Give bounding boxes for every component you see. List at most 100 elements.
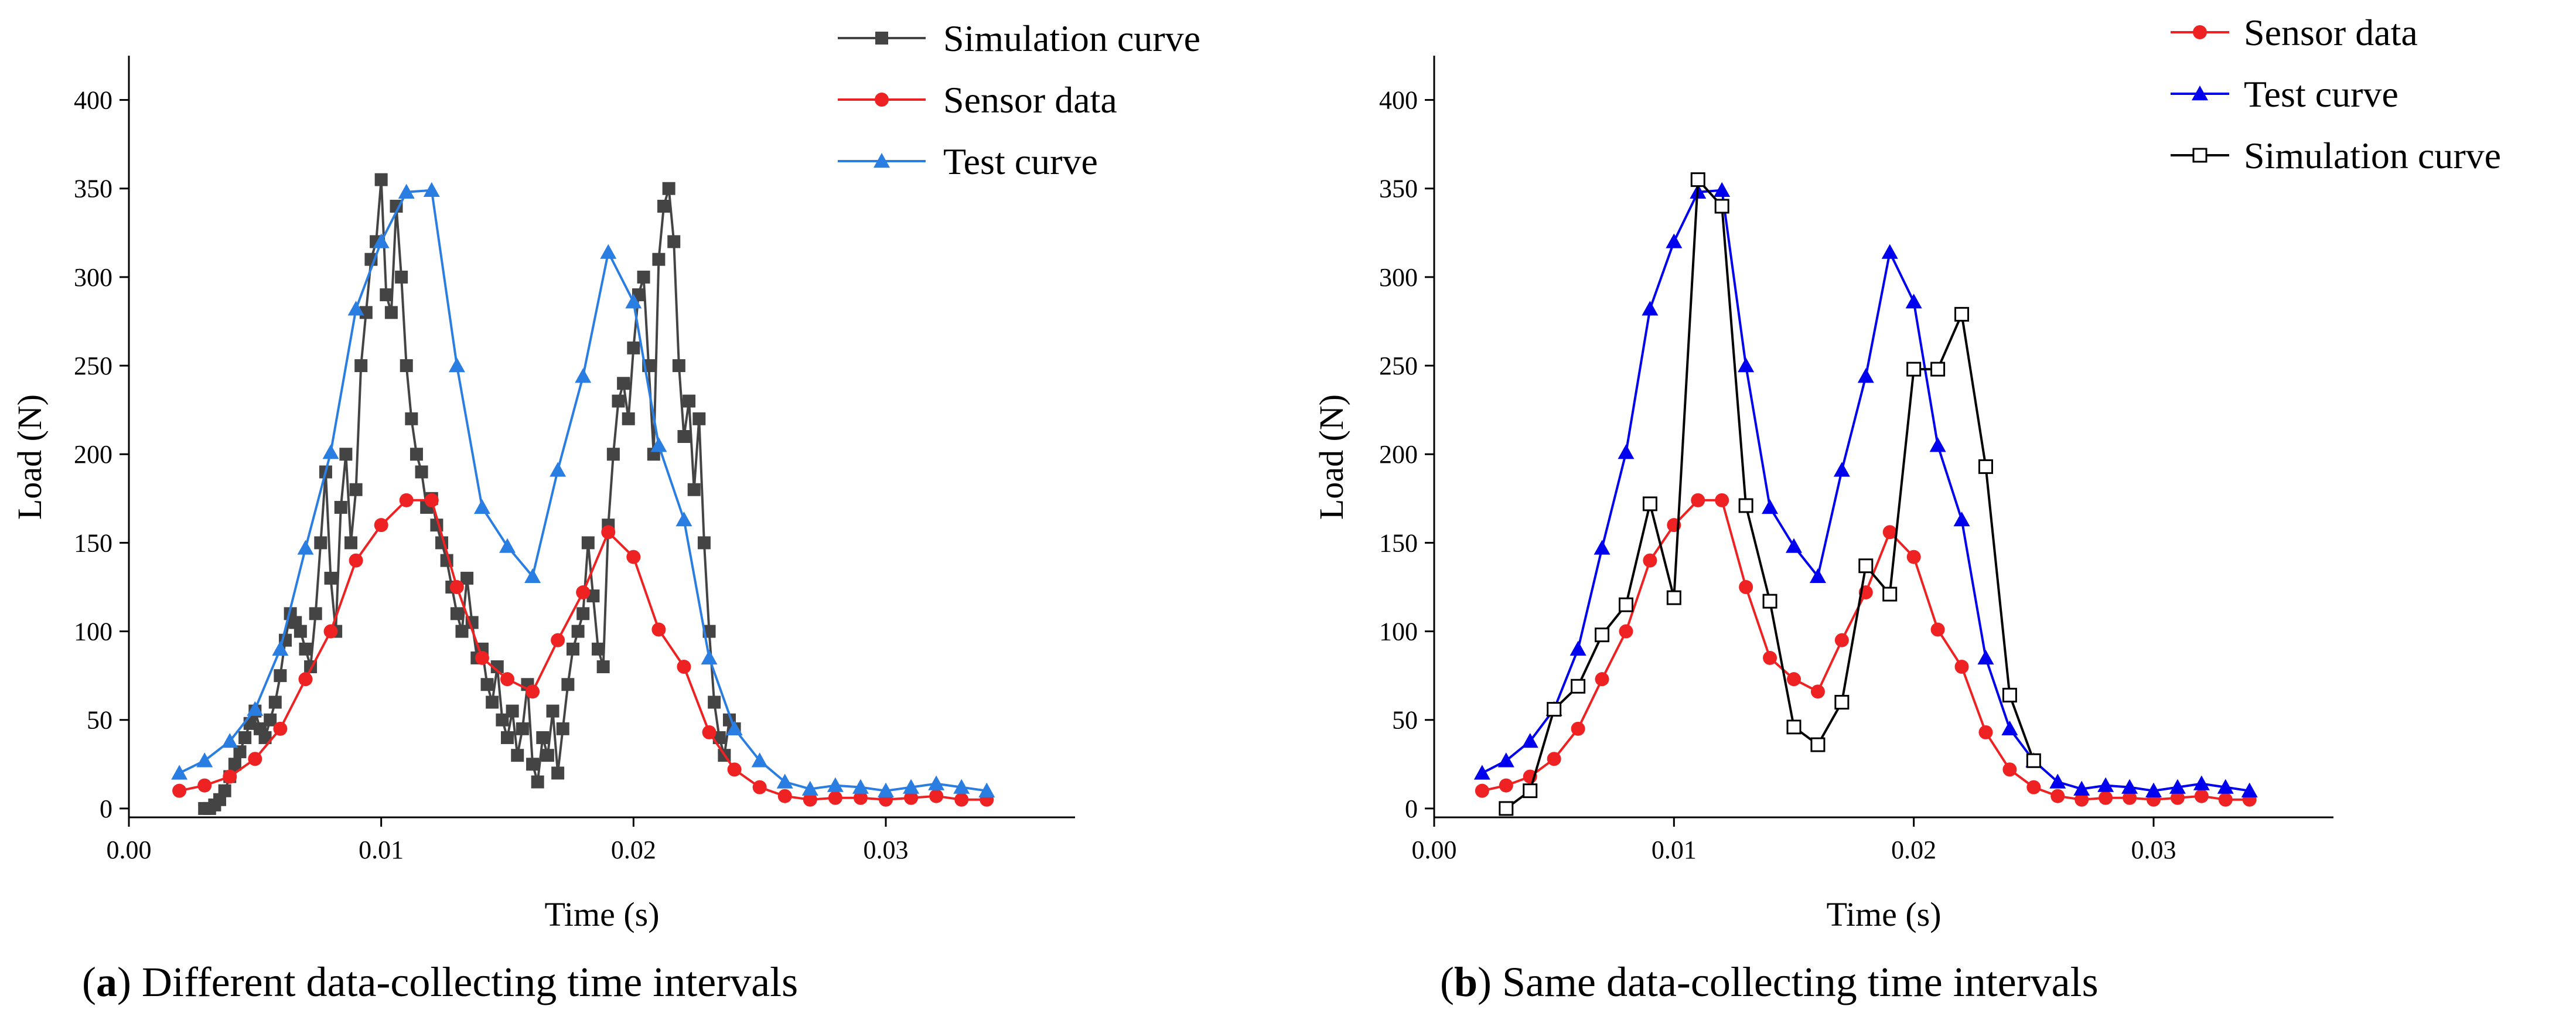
sensor-point bbox=[374, 518, 388, 533]
sim-point bbox=[1906, 362, 1922, 377]
test-point bbox=[2145, 782, 2162, 797]
sensor-point bbox=[197, 778, 212, 793]
sensor-point bbox=[424, 493, 439, 507]
sim-point bbox=[228, 758, 241, 771]
sim-point bbox=[697, 536, 711, 550]
sensor-point bbox=[1882, 525, 1897, 540]
y-tick-label: 400 bbox=[74, 86, 112, 115]
sim-point bbox=[1978, 459, 1993, 474]
sim-point bbox=[606, 448, 620, 461]
test-point bbox=[1786, 538, 1802, 553]
sim-point bbox=[1738, 498, 1753, 513]
sensor-point bbox=[954, 792, 969, 807]
sim-point bbox=[349, 483, 363, 496]
sim-point bbox=[299, 642, 312, 656]
sim-point bbox=[1618, 597, 1633, 612]
y-tick-label: 200 bbox=[74, 440, 112, 469]
sim-point bbox=[1882, 586, 1898, 602]
sensor-point bbox=[2170, 790, 2185, 805]
test-point bbox=[903, 779, 920, 794]
test-point bbox=[448, 357, 465, 373]
sensor-point bbox=[1954, 660, 1969, 674]
sim-point bbox=[480, 678, 494, 691]
test-point bbox=[776, 773, 793, 789]
series-test bbox=[1473, 182, 2258, 797]
test-point bbox=[928, 775, 945, 790]
test-point bbox=[2217, 779, 2234, 794]
y-tick-label: 50 bbox=[1392, 706, 1418, 735]
sim-point bbox=[490, 660, 504, 674]
x-tick-label: 0.00 bbox=[1412, 836, 1457, 864]
sim-point bbox=[344, 536, 357, 550]
legend-marker bbox=[875, 93, 889, 107]
sensor-point bbox=[2002, 762, 2017, 777]
sensor-point bbox=[551, 633, 565, 647]
sim-point bbox=[380, 288, 393, 302]
sim-point bbox=[400, 359, 413, 373]
sensor-point bbox=[526, 684, 540, 699]
x-tick-label: 0.03 bbox=[864, 836, 909, 864]
sensor-point bbox=[2099, 790, 2113, 805]
caption-b-letter: b bbox=[1454, 959, 1478, 1005]
sensor-point bbox=[777, 789, 792, 803]
sensor-point bbox=[1930, 622, 1945, 637]
sim-point bbox=[1642, 496, 1657, 512]
sim-point bbox=[264, 713, 277, 727]
sim-point bbox=[415, 465, 428, 479]
sensor-point bbox=[626, 550, 641, 564]
y-tick-label: 50 bbox=[87, 706, 112, 735]
sensor-point bbox=[2075, 792, 2089, 807]
sim-point bbox=[1666, 590, 1681, 605]
test-point bbox=[650, 437, 667, 452]
test-point bbox=[1521, 733, 1538, 748]
legend-marker bbox=[2193, 25, 2207, 39]
sim-point bbox=[692, 412, 706, 425]
sensor-point bbox=[803, 792, 817, 807]
test-point bbox=[978, 782, 995, 797]
y-tick-label: 250 bbox=[1379, 352, 1418, 380]
sim-point bbox=[339, 448, 353, 461]
sensor-point bbox=[853, 790, 868, 805]
sim-line bbox=[204, 178, 736, 810]
test-point bbox=[625, 294, 642, 309]
sim-point bbox=[294, 625, 307, 638]
sensor-point bbox=[904, 790, 919, 805]
test-point bbox=[550, 462, 567, 477]
sim-point bbox=[324, 571, 337, 585]
sensor-point bbox=[2050, 789, 2065, 803]
sim-point bbox=[374, 173, 388, 186]
test-point bbox=[600, 244, 617, 259]
sim-point bbox=[561, 678, 575, 691]
sim-point bbox=[1786, 719, 1802, 735]
legend-marker bbox=[2192, 148, 2207, 163]
y-tick-label: 300 bbox=[1379, 263, 1418, 292]
y-tick-label: 100 bbox=[1379, 618, 1418, 646]
sim-point bbox=[501, 731, 514, 744]
sim-point bbox=[314, 536, 327, 550]
sensor-point bbox=[223, 769, 237, 784]
caption-b-text: Same data-collecting time intervals bbox=[1492, 959, 2099, 1005]
test-point bbox=[2121, 779, 2138, 794]
legend: Simulation curve Sensor data Test curve bbox=[838, 18, 1200, 182]
test-point bbox=[1977, 649, 1994, 665]
test-point bbox=[726, 720, 743, 736]
sim-point bbox=[566, 642, 579, 656]
test-point bbox=[575, 368, 592, 383]
sim-point bbox=[506, 704, 519, 718]
legend-marker bbox=[875, 32, 888, 45]
y-tick-label: 150 bbox=[1379, 528, 1418, 557]
sim-point bbox=[531, 775, 544, 789]
sim-point bbox=[576, 607, 590, 620]
legend-item-sensor: Sensor data bbox=[838, 79, 1117, 121]
sensor-point bbox=[1906, 550, 1921, 564]
sim-point bbox=[384, 306, 398, 319]
sim-point bbox=[218, 784, 231, 797]
sim-point bbox=[268, 695, 282, 709]
sim-point bbox=[596, 660, 610, 674]
sensor-point bbox=[1643, 553, 1657, 568]
test-point bbox=[953, 779, 970, 794]
sensor-point bbox=[323, 624, 338, 639]
sensor-point bbox=[1475, 783, 1489, 798]
x-tick-label: 0.00 bbox=[107, 836, 152, 864]
x-axis-title: Time (s) bbox=[1826, 895, 1941, 933]
